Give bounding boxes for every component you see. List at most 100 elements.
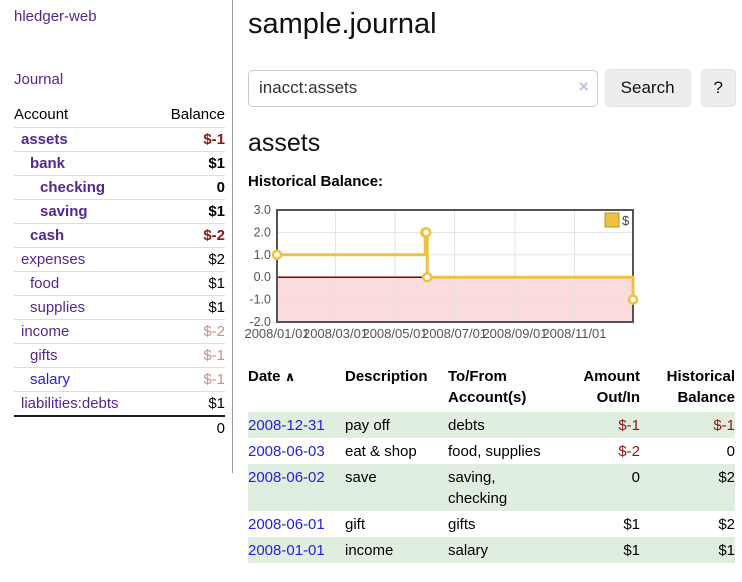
account-row: salary $-1 bbox=[14, 367, 225, 392]
account-balance: $-1 bbox=[203, 131, 225, 148]
accounts-tbody: assets $-1 bank $1 checking 0 saving $1 bbox=[14, 127, 225, 417]
account-balance: $-2 bbox=[203, 323, 225, 340]
accounts-total-row: 0 bbox=[14, 416, 225, 440]
register-row: 2008-01-01 income salary $1 $1 bbox=[248, 537, 735, 563]
page-title: sample.journal bbox=[248, 8, 437, 40]
transaction-date-link[interactable]: 2008-06-03 bbox=[248, 443, 325, 460]
accounts-total-value: 0 bbox=[216, 420, 225, 437]
transaction-amount: $1 bbox=[623, 542, 640, 559]
register-header-accounts: To/From Account(s) bbox=[448, 368, 527, 406]
svg-text:-2.0: -2.0 bbox=[249, 315, 271, 329]
account-row: saving $1 bbox=[14, 199, 225, 224]
svg-text:0.0: 0.0 bbox=[254, 270, 271, 284]
transaction-accounts: saving, checking bbox=[448, 469, 508, 507]
account-balance: $1 bbox=[208, 203, 225, 220]
account-heading: assets bbox=[248, 129, 321, 157]
account-link[interactable]: food bbox=[30, 275, 60, 292]
transaction-accounts: food, supplies bbox=[448, 443, 541, 460]
search-input[interactable] bbox=[248, 69, 598, 107]
historical-balance-chart: 2008/01/01 2008/03/01 2008/05/01 2008/07/01… bbox=[244, 203, 688, 344]
account-row: checking 0 bbox=[14, 175, 225, 200]
account-link[interactable]: assets bbox=[21, 131, 68, 148]
account-row: cash $-2 bbox=[14, 223, 225, 248]
account-row: assets $-1 bbox=[14, 127, 225, 152]
register-table: Date ∧ Description To/From Account(s) Am… bbox=[248, 364, 735, 563]
account-balance: $1 bbox=[208, 299, 225, 316]
account-balance: $-2 bbox=[203, 227, 225, 244]
account-row: liabilities:debts $1 bbox=[14, 391, 225, 417]
account-link[interactable]: salary bbox=[30, 371, 71, 388]
transaction-description: save bbox=[345, 469, 377, 486]
transaction-accounts: salary bbox=[448, 542, 489, 559]
sidebar-item-journal[interactable]: Journal bbox=[14, 71, 64, 88]
transaction-balance: 0 bbox=[726, 443, 735, 460]
account-row: gifts $-1 bbox=[14, 343, 225, 368]
transaction-amount: $1 bbox=[623, 516, 640, 533]
svg-text:1.0: 1.0 bbox=[254, 248, 271, 262]
svg-text:2008/07/01: 2008/07/01 bbox=[422, 326, 487, 341]
transaction-description: pay off bbox=[345, 417, 390, 434]
register-row: 2008-06-03 eat & shop food, supplies $-2… bbox=[248, 438, 735, 464]
transaction-amount: $-2 bbox=[618, 443, 640, 460]
transaction-amount: 0 bbox=[631, 469, 640, 486]
transaction-accounts: debts bbox=[448, 417, 485, 434]
balance-chart-svg: 2008/01/012008/03/012008/05/012008/07/01… bbox=[244, 203, 639, 341]
main-content: sample.journal × Search ? assets Histori… bbox=[244, 0, 736, 563]
transaction-date-link[interactable]: 2008-06-01 bbox=[248, 516, 325, 533]
svg-text:2008/05/01: 2008/05/01 bbox=[362, 326, 427, 341]
transaction-date-link[interactable]: 2008-01-01 bbox=[248, 542, 325, 559]
account-row: supplies $1 bbox=[14, 295, 225, 320]
accounts-header-balance: Balance bbox=[170, 106, 225, 123]
svg-text:2008/01/01: 2008/01/01 bbox=[244, 326, 309, 341]
account-balance: $1 bbox=[208, 155, 225, 172]
sidebar: hledger-web Journal Account Balance asse… bbox=[0, 0, 233, 473]
transaction-description: eat & shop bbox=[345, 443, 417, 460]
svg-text:3.0: 3.0 bbox=[254, 203, 271, 217]
transaction-date-link[interactable]: 2008-12-31 bbox=[248, 417, 325, 434]
account-link[interactable]: expenses bbox=[21, 251, 86, 268]
account-link[interactable]: gifts bbox=[30, 347, 58, 364]
transaction-balance: $2 bbox=[718, 469, 735, 486]
account-balance: $-1 bbox=[203, 371, 225, 388]
accounts-header-account: Account bbox=[14, 106, 69, 123]
register-tbody: 2008-12-31 pay off debts $-1 $-1 2008-06… bbox=[248, 412, 735, 563]
register-header-balance: Historical Balance bbox=[666, 368, 735, 406]
svg-text:2.0: 2.0 bbox=[254, 225, 271, 239]
account-balance: $1 bbox=[208, 395, 225, 412]
svg-text:$: $ bbox=[622, 213, 630, 228]
account-balance: $2 bbox=[208, 251, 225, 268]
account-balance: $1 bbox=[208, 275, 225, 292]
account-link[interactable]: cash bbox=[30, 227, 65, 244]
account-link[interactable]: checking bbox=[40, 179, 106, 196]
register-header-description: Description bbox=[345, 368, 428, 385]
account-link[interactable]: liabilities:debts bbox=[21, 395, 119, 412]
search-form: × Search ? bbox=[248, 69, 736, 107]
sort-ascending-icon: ∧ bbox=[284, 369, 296, 384]
search-button[interactable]: Search bbox=[604, 69, 691, 107]
transaction-description: income bbox=[345, 542, 394, 559]
account-row: income $-2 bbox=[14, 319, 225, 344]
account-link[interactable]: supplies bbox=[30, 299, 86, 316]
transaction-date-link[interactable]: 2008-06-02 bbox=[248, 469, 325, 486]
svg-text:-1.0: -1.0 bbox=[249, 293, 271, 307]
transaction-accounts: gifts bbox=[448, 516, 476, 533]
register-header-amount: Amount Out/In bbox=[583, 368, 640, 406]
transaction-amount: $-1 bbox=[618, 417, 640, 434]
app-brand-link[interactable]: hledger-web bbox=[14, 8, 97, 25]
accounts-table: Account Balance assets $-1 bank $1 check… bbox=[14, 104, 225, 440]
account-link[interactable]: income bbox=[21, 323, 70, 340]
clear-search-icon[interactable]: × bbox=[578, 76, 589, 96]
chart-title: Historical Balance: bbox=[248, 173, 384, 190]
account-link[interactable]: saving bbox=[40, 203, 88, 220]
register-header-date[interactable]: Date ∧ bbox=[248, 368, 296, 385]
register-row: 2008-06-02 save saving, checking 0 $2 bbox=[248, 464, 735, 511]
transaction-balance: $1 bbox=[718, 542, 735, 559]
account-row: bank $1 bbox=[14, 151, 225, 176]
svg-text:2008/11/01: 2008/11/01 bbox=[542, 326, 606, 341]
transaction-description: gift bbox=[345, 516, 366, 533]
help-button[interactable]: ? bbox=[700, 69, 736, 107]
account-row: expenses $2 bbox=[14, 247, 225, 272]
account-link[interactable]: bank bbox=[30, 155, 66, 172]
account-row: food $1 bbox=[14, 271, 225, 296]
svg-text:2008/03/01: 2008/03/01 bbox=[303, 326, 368, 341]
